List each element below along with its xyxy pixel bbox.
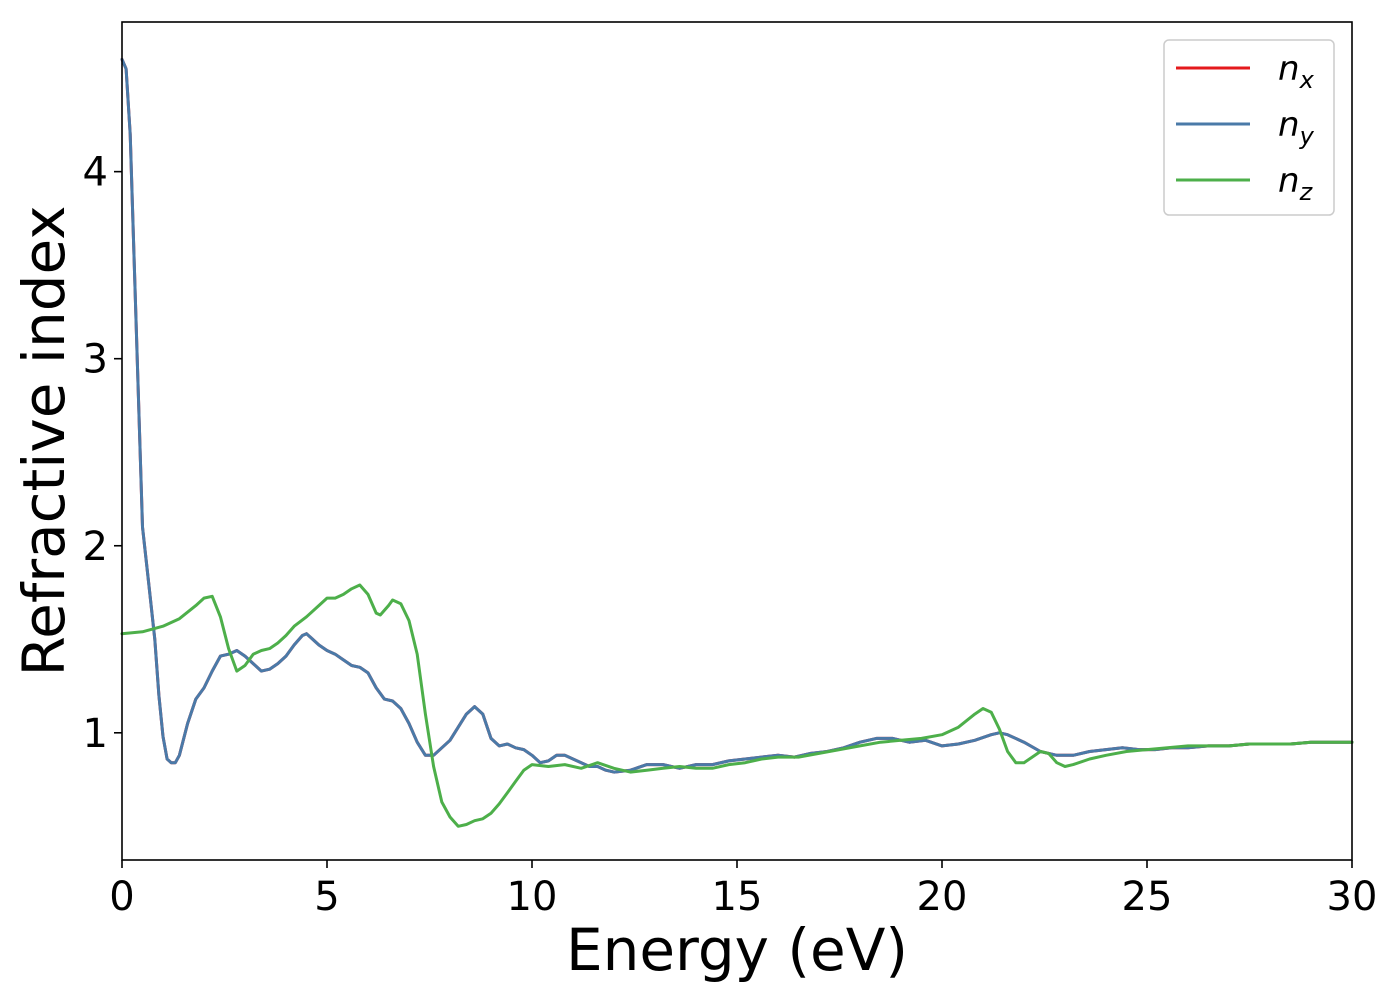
- series-line-z: [120, 583, 1354, 828]
- x-tick-label: 10: [507, 874, 558, 920]
- legend: nx ny nz: [1163, 39, 1335, 216]
- y-tick-label: 4: [83, 150, 108, 196]
- x-axis-label: Energy (eV): [566, 916, 908, 984]
- x-tick-label: 20: [917, 874, 968, 920]
- legend-label-y: ny: [1278, 105, 1315, 150]
- y-tick-label: 1: [83, 711, 108, 757]
- series-line-y: [120, 57, 1354, 774]
- x-tick-label: 25: [1122, 874, 1173, 920]
- x-tick-label: 0: [109, 874, 134, 920]
- series-lines: [120, 57, 1354, 828]
- y-axis-label: Refractive index: [10, 205, 78, 676]
- plot-area: [122, 22, 1352, 860]
- legend-label-x: nx: [1278, 49, 1315, 94]
- legend-label-z: nz: [1278, 161, 1314, 206]
- x-tick-label: 5: [314, 874, 339, 920]
- x-axis-ticks: 0 5 10 15 20 25 30: [109, 860, 1377, 920]
- y-tick-label: 2: [83, 524, 108, 570]
- x-tick-label: 30: [1327, 874, 1378, 920]
- legend-box: [1163, 39, 1335, 216]
- y-tick-label: 3: [83, 337, 108, 383]
- y-axis-ticks: 1 2 3 4: [83, 150, 122, 757]
- x-tick-label: 15: [712, 874, 763, 920]
